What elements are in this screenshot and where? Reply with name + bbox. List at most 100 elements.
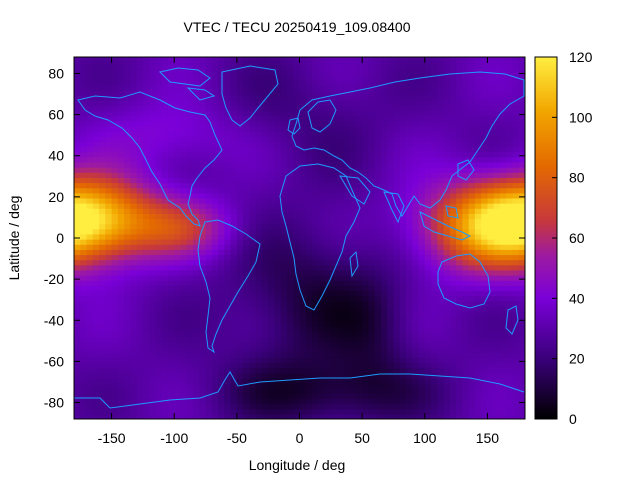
heatmap-cell [368, 331, 376, 338]
heatmap-cell [230, 105, 238, 112]
heatmap-cell [499, 383, 507, 389]
heatmap-cell [99, 305, 106, 312]
heatmap-cell [418, 305, 426, 312]
heatmap-cell [149, 280, 157, 286]
heatmap-cell [518, 259, 525, 266]
heatmap-cell [312, 331, 319, 338]
heatmap-cell [86, 125, 94, 132]
heatmap-cell [249, 352, 257, 358]
heatmap-cell [280, 233, 288, 240]
heatmap-cell [330, 275, 338, 281]
heatmap-cell [449, 187, 457, 194]
heatmap-cell [418, 208, 426, 214]
heatmap-cell [443, 79, 451, 86]
heatmap-cell [249, 213, 257, 220]
heatmap-cell [456, 290, 463, 297]
heatmap-cell [362, 275, 369, 281]
heatmap-cell [174, 326, 182, 333]
heatmap-cell [318, 321, 326, 328]
heatmap-cell [74, 311, 81, 317]
heatmap-cell [218, 259, 225, 266]
heatmap-cell [211, 64, 219, 70]
heatmap-cell [180, 74, 188, 81]
heatmap-cell [349, 151, 357, 158]
heatmap-cell [124, 233, 131, 240]
heatmap-cell [468, 413, 476, 419]
heatmap-cell [324, 223, 332, 230]
heatmap-cell [249, 105, 257, 112]
heatmap-cell [431, 228, 438, 235]
heatmap-cell [343, 213, 351, 220]
heatmap-cell [299, 316, 307, 322]
heatmap-cell [368, 115, 376, 122]
heatmap-cell [380, 146, 388, 153]
heatmap-cell [456, 311, 463, 317]
heatmap-cell [393, 187, 401, 194]
heatmap-cell [506, 69, 514, 76]
heatmap-cell [155, 228, 163, 235]
heatmap-cell [186, 377, 194, 384]
heatmap-cell [512, 388, 520, 394]
heatmap-cell [117, 59, 125, 65]
heatmap-cell [512, 254, 520, 261]
heatmap-cell [387, 105, 395, 112]
heatmap-cell [418, 141, 426, 148]
heatmap-cell [481, 228, 489, 235]
heatmap-cell [412, 100, 420, 106]
heatmap-cell [399, 125, 407, 132]
heatmap-cell [437, 388, 445, 394]
heatmap-cell [424, 233, 432, 240]
heatmap-cell [261, 177, 269, 184]
heatmap-cell [405, 264, 413, 271]
heatmap-cell [161, 105, 169, 112]
heatmap-cell [105, 182, 113, 189]
heatmap-cell [512, 300, 520, 307]
heatmap-cell [355, 341, 363, 348]
heatmap-cell [437, 177, 445, 184]
heatmap-cell [449, 331, 457, 338]
heatmap-cell [456, 79, 463, 86]
heatmap-cell [299, 131, 307, 137]
heatmap-cell [174, 413, 182, 419]
heatmap-cell [243, 84, 250, 91]
heatmap-cell [224, 146, 232, 153]
heatmap-cell [468, 151, 476, 158]
heatmap-cell [92, 79, 100, 86]
heatmap-cell [318, 264, 326, 271]
heatmap-cell [349, 321, 357, 328]
heatmap-cell [174, 259, 182, 266]
heatmap-cell [405, 377, 413, 384]
heatmap-cell [167, 105, 175, 112]
heatmap-cell [293, 203, 301, 209]
heatmap-cell [174, 161, 182, 168]
heatmap-cell [393, 357, 401, 364]
heatmap-cell [236, 393, 244, 400]
heatmap-cell [205, 244, 213, 250]
heatmap-cell [393, 203, 401, 209]
heatmap-cell [180, 341, 188, 348]
heatmap-cell [236, 254, 244, 261]
heatmap-cell [299, 285, 307, 292]
heatmap-cell [186, 259, 194, 266]
heatmap-cell [117, 311, 125, 317]
heatmap-cell [186, 84, 194, 91]
heatmap-cell [487, 208, 495, 214]
heatmap-cell [230, 249, 238, 256]
heatmap-cell [437, 305, 445, 312]
heatmap-cell [130, 115, 138, 122]
heatmap-cell [412, 151, 420, 158]
heatmap-cell [86, 295, 94, 302]
heatmap-cell [243, 100, 250, 106]
heatmap-cell [149, 413, 157, 419]
heatmap-cell [468, 64, 476, 70]
heatmap-cell [499, 254, 507, 261]
heatmap-cell [274, 341, 282, 348]
heatmap-cell [255, 172, 263, 178]
heatmap-cell [268, 95, 276, 101]
heatmap-cell [155, 89, 163, 96]
heatmap-cell [136, 398, 144, 405]
heatmap-cell [80, 115, 88, 122]
heatmap-cell [493, 249, 501, 256]
heatmap-cell [255, 110, 263, 117]
heatmap-cell [362, 280, 369, 286]
